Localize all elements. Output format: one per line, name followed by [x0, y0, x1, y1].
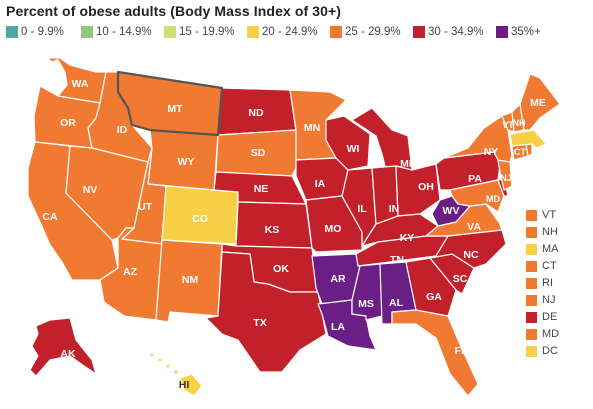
- state-me[interactable]: [519, 73, 561, 131]
- label-nd: ND: [248, 107, 264, 119]
- hi-island: [173, 369, 179, 375]
- state-fl[interactable]: [391, 309, 479, 397]
- state-ny[interactable]: [443, 115, 513, 163]
- hi-island: [149, 352, 155, 358]
- legend-swatch: [164, 26, 176, 38]
- label-mo: MO: [325, 223, 342, 235]
- legend-swatch: [330, 26, 342, 38]
- small-state-swatch: [526, 244, 537, 255]
- label-co: CO: [192, 213, 208, 225]
- small-state-label: VT: [542, 209, 557, 221]
- label-tn: TN: [390, 254, 404, 266]
- label-wy: WY: [178, 156, 195, 168]
- small-state-label: NJ: [542, 294, 556, 306]
- label-ms: MS: [358, 298, 374, 310]
- label-nj-inmap: NJ: [500, 173, 512, 183]
- hi-island: [157, 357, 163, 363]
- label-vt-inmap: VT: [502, 120, 514, 130]
- state-ma[interactable]: [509, 129, 547, 149]
- legend-label: 0 - 9.9%: [21, 26, 64, 38]
- legend-swatch: [413, 26, 425, 38]
- label-wa: WA: [72, 78, 89, 90]
- label-mi: MI: [400, 158, 412, 170]
- label-nc: NC: [463, 249, 479, 261]
- legend-label: 30 - 34.9%: [428, 26, 484, 38]
- label-ut: UT: [138, 201, 153, 213]
- small-state-label: CT: [542, 260, 557, 272]
- label-ca: CA: [42, 211, 58, 223]
- label-md-inmap: MD: [486, 194, 500, 204]
- label-ok: OK: [273, 263, 289, 275]
- montana-highlight-outline: [116, 70, 224, 137]
- label-ak: AK: [60, 348, 76, 360]
- label-mn: MN: [304, 122, 320, 134]
- legend-swatch: [496, 26, 508, 38]
- label-hi: HI: [179, 379, 190, 391]
- small-state-swatch: [526, 346, 537, 357]
- small-state-swatch: [526, 261, 537, 272]
- small-state-swatch: [526, 278, 537, 289]
- hi-big-island: [179, 373, 203, 397]
- map-title: Percent of obese adults (Body Mass Index…: [6, 3, 342, 19]
- small-state-label: MA: [542, 243, 559, 255]
- label-nh-inmap: NH: [513, 118, 526, 128]
- label-wi: WI: [347, 143, 360, 155]
- legend-label: 20 - 24.9%: [262, 26, 318, 38]
- legend-label: 25 - 29.9%: [345, 26, 401, 38]
- legend-swatch: [6, 26, 18, 38]
- label-tx: TX: [253, 317, 266, 329]
- label-in: IN: [389, 203, 400, 215]
- legend-swatch: [81, 26, 93, 38]
- legend-swatch: [247, 26, 259, 38]
- state-sd[interactable]: [215, 129, 297, 177]
- label-ks: KS: [265, 224, 280, 236]
- label-mt: MT: [167, 103, 183, 115]
- label-nm: NM: [182, 274, 199, 286]
- state-wi[interactable]: [325, 115, 371, 171]
- small-state-swatch: [526, 210, 537, 221]
- label-ct-inmap: CT: [514, 147, 526, 157]
- label-az: AZ: [123, 266, 138, 278]
- label-wv: WV: [443, 205, 460, 217]
- label-ga: GA: [426, 291, 442, 303]
- hi-island: [165, 363, 171, 369]
- label-nv: NV: [83, 184, 98, 196]
- state-ak[interactable]: [29, 317, 97, 377]
- label-fl: FL: [455, 345, 468, 357]
- label-ky: KY: [400, 232, 415, 244]
- label-oh: OH: [418, 181, 434, 193]
- small-state-swatch: [526, 312, 537, 323]
- label-ne: NE: [254, 183, 269, 195]
- label-sd: SD: [251, 147, 266, 159]
- small-state-swatch: [526, 329, 537, 340]
- state-tx[interactable]: [205, 251, 327, 373]
- label-pa: PA: [468, 173, 482, 185]
- small-state-label: DE: [542, 311, 558, 323]
- legend-label: 35%+: [511, 26, 541, 38]
- small-state-label: MD: [542, 328, 560, 340]
- legend-label: 15 - 19.9%: [179, 26, 235, 38]
- label-il: IL: [357, 203, 367, 215]
- small-state-label: DC: [542, 345, 558, 357]
- small-state-label: NH: [542, 226, 558, 238]
- label-sc: SC: [453, 273, 468, 285]
- small-state-swatch: [526, 295, 537, 306]
- label-me: ME: [530, 97, 546, 109]
- label-ar: AR: [330, 273, 346, 285]
- state-hi[interactable]: [149, 352, 203, 397]
- label-la: LA: [331, 321, 345, 333]
- label-or: OR: [60, 117, 76, 129]
- label-id: ID: [117, 124, 128, 136]
- us-map: WA OR CA ID NV MT WY UT CO AZ NM ND SD N…: [27, 57, 561, 397]
- label-ny: NY: [484, 146, 499, 158]
- label-ia: IA: [315, 178, 326, 190]
- legend-label: 10 - 14.9%: [96, 26, 152, 38]
- label-al: AL: [389, 297, 404, 309]
- label-va: VA: [467, 221, 481, 233]
- small-state-label: RI: [542, 277, 553, 289]
- small-state-swatch: [526, 227, 537, 238]
